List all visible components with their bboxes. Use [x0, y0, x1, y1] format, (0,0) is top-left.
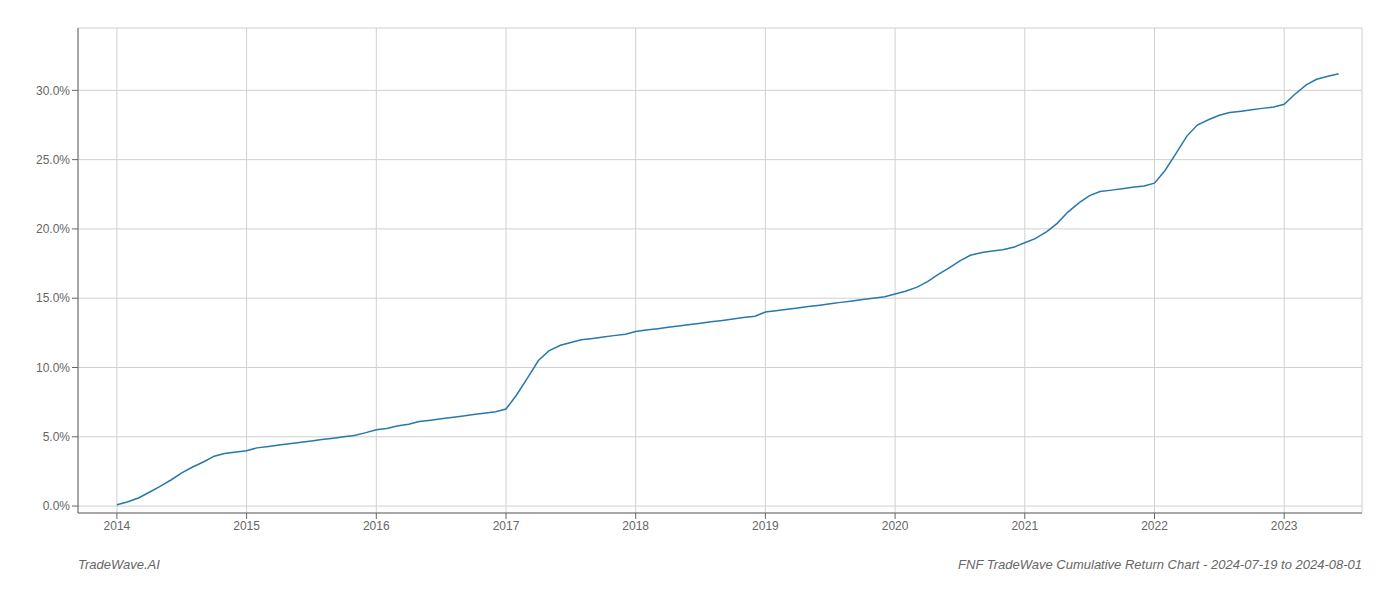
svg-text:2018: 2018 [622, 519, 649, 533]
svg-text:25.0%: 25.0% [36, 153, 70, 167]
svg-text:2016: 2016 [363, 519, 390, 533]
svg-text:30.0%: 30.0% [36, 84, 70, 98]
svg-text:10.0%: 10.0% [36, 361, 70, 375]
svg-text:2020: 2020 [882, 519, 909, 533]
svg-text:2019: 2019 [752, 519, 779, 533]
svg-text:15.0%: 15.0% [36, 291, 70, 305]
svg-text:0.0%: 0.0% [43, 499, 71, 513]
svg-text:2014: 2014 [104, 519, 131, 533]
svg-text:20.0%: 20.0% [36, 222, 70, 236]
svg-text:2023: 2023 [1271, 519, 1298, 533]
svg-text:5.0%: 5.0% [43, 430, 71, 444]
svg-text:2022: 2022 [1141, 519, 1168, 533]
html-text:FNF TradeWave Cumulative Retur: FNF TradeWave Cumulative Return Chart - … [958, 557, 1362, 572]
svg-text:2015: 2015 [233, 519, 260, 533]
html-text:TradeWave.AI: TradeWave.AI [78, 557, 160, 572]
svg-text:2021: 2021 [1011, 519, 1038, 533]
svg-text:2017: 2017 [493, 519, 520, 533]
